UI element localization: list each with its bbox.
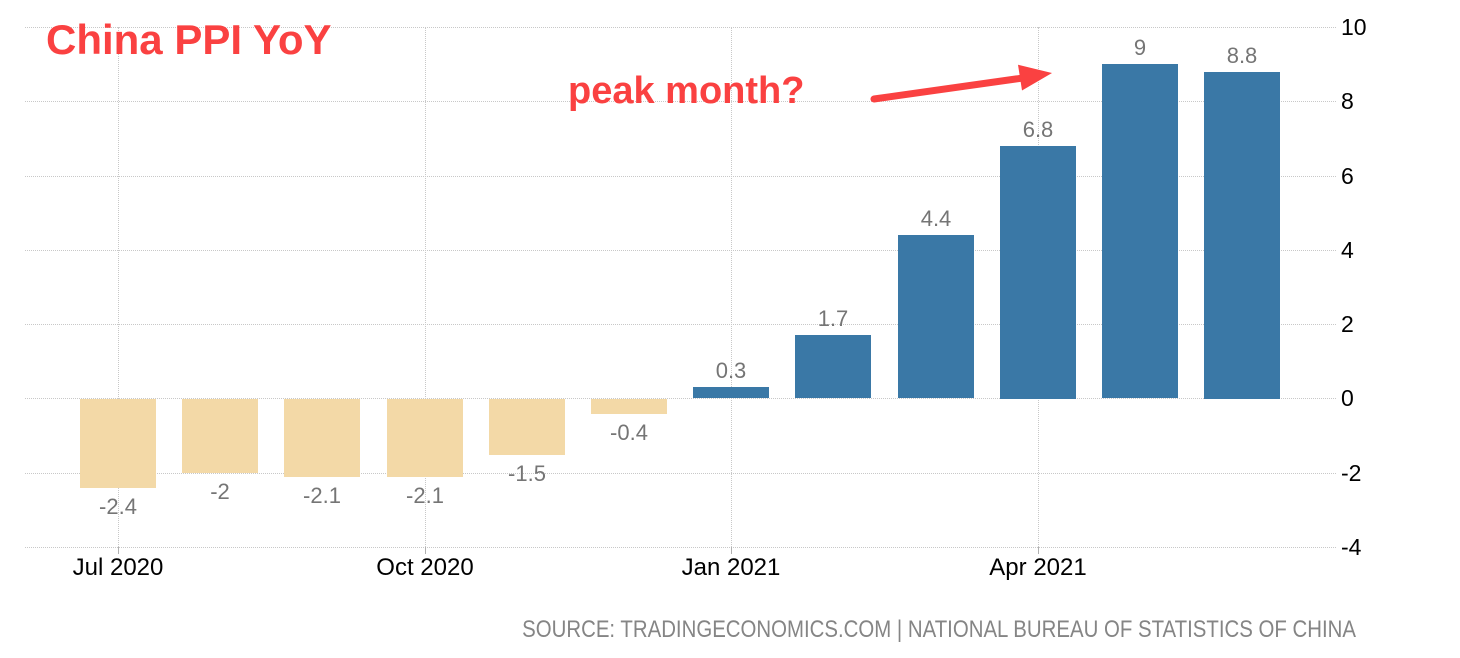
bar-jan-2021 (693, 387, 769, 398)
gridline-horizontal (25, 27, 1336, 28)
chart-title: China PPI YoY (46, 16, 332, 63)
x-axis-tick (731, 547, 732, 554)
bar-dec-2020 (591, 399, 667, 414)
bar-value-label: 0.3 (715, 358, 747, 383)
annotation-text: peak month? (568, 70, 805, 112)
source-credit: SOURCE: TRADINGECONOMICS.COM | NATIONAL … (522, 616, 1356, 643)
gridline-horizontal (25, 176, 1336, 177)
gridline-vertical (118, 27, 119, 547)
bar-value-label: -2 (210, 479, 230, 504)
y-axis-label: -4 (1341, 534, 1362, 560)
y-axis-label: 0 (1341, 385, 1354, 411)
bar-oct-2020 (387, 399, 463, 477)
x-axis-tick (425, 547, 426, 554)
bar-may-2021 (1102, 64, 1178, 398)
bar-value-label: -0.4 (610, 420, 648, 445)
gridline-horizontal (25, 473, 1336, 474)
bar-value-label: -2.4 (99, 494, 137, 519)
bar-feb-2021 (795, 335, 871, 398)
gridline-vertical (731, 27, 732, 547)
bar-value-label: -1.5 (508, 461, 546, 486)
gridline-horizontal (25, 324, 1336, 325)
y-axis-label: 10 (1341, 14, 1367, 40)
gridline-horizontal (25, 398, 1336, 399)
bar-jun-2021 (1204, 72, 1280, 399)
x-axis-label: Jan 2021 (681, 554, 781, 581)
bar-value-label: -2.1 (303, 483, 341, 508)
gridline-vertical (425, 27, 426, 547)
bar-value-label: -2.1 (406, 483, 444, 508)
bar-nov-2020 (489, 399, 565, 455)
y-axis-label: 2 (1341, 311, 1354, 337)
gridline-horizontal (25, 250, 1336, 251)
x-axis-label: Oct 2020 (376, 554, 474, 581)
bar-mar-2021 (898, 235, 974, 398)
bar-value-label: 6.8 (1022, 117, 1054, 142)
bar-value-label: 9 (1133, 35, 1147, 60)
y-axis-label: 4 (1341, 237, 1354, 263)
bar-sep-2020 (284, 399, 360, 477)
gridline-horizontal (25, 547, 1336, 548)
y-axis-label: 8 (1341, 88, 1354, 114)
annotation-arrow-icon (870, 64, 1052, 103)
bar-aug-2020 (182, 399, 258, 473)
x-axis-tick (118, 547, 119, 554)
x-axis-label: Apr 2021 (989, 554, 1087, 581)
gridline-horizontal (25, 101, 1336, 102)
bar-value-label: 1.7 (817, 306, 849, 331)
bar-jul-2020 (80, 399, 156, 488)
y-axis-label: 6 (1341, 163, 1354, 189)
x-axis-tick (1038, 547, 1039, 554)
y-axis-label: -2 (1341, 460, 1362, 486)
bar-value-label: 8.8 (1226, 43, 1258, 68)
x-axis-label: Jul 2020 (72, 554, 164, 581)
bar-value-label: 4.4 (920, 206, 952, 231)
bar-apr-2021 (1000, 146, 1076, 399)
